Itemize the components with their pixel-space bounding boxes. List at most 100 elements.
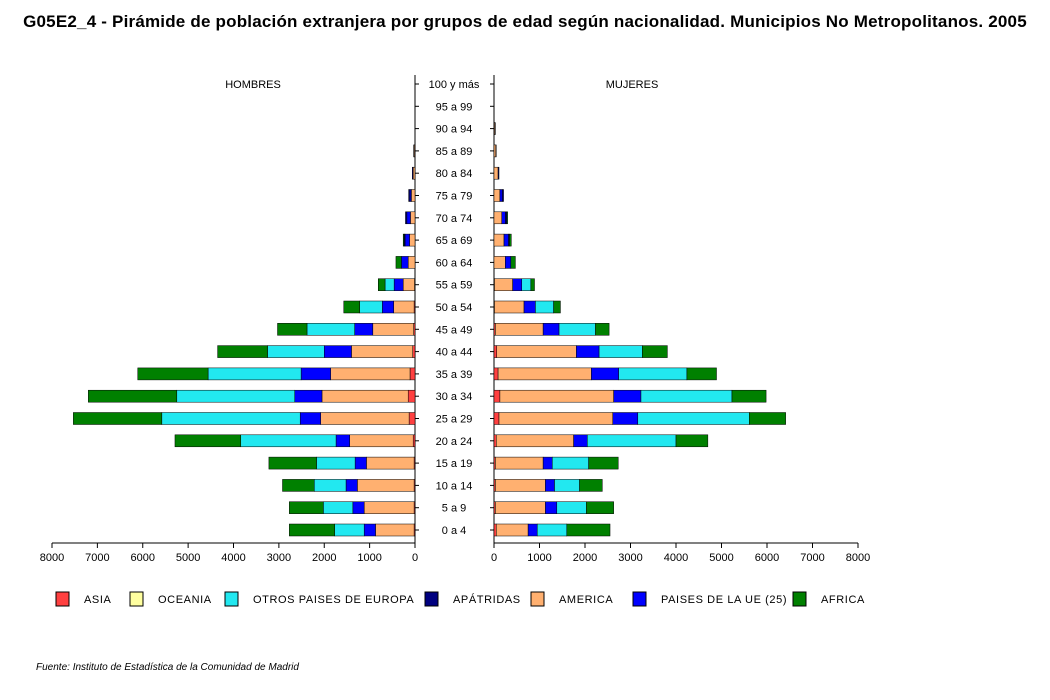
bar-hombres xyxy=(343,300,360,314)
right-x-tick-label: 0 xyxy=(491,552,497,564)
bar-mujeres xyxy=(493,166,499,180)
bar-mujeres xyxy=(545,501,558,514)
right-x-tick-label: 6000 xyxy=(755,552,779,564)
bar-mujeres xyxy=(579,479,603,492)
right-x-tick-label: 5000 xyxy=(709,552,733,564)
bar-hombres xyxy=(412,166,416,180)
bar-mujeres xyxy=(493,144,497,158)
age-group-label: 60 a 64 xyxy=(436,257,473,269)
bar-mujeres xyxy=(566,523,611,537)
bar-mujeres xyxy=(749,412,786,425)
bar-mujeres xyxy=(576,345,600,358)
age-group-label: 35 a 39 xyxy=(436,369,473,381)
bar-mujeres xyxy=(618,367,688,381)
bar-mujeres xyxy=(612,412,639,425)
bar-mujeres xyxy=(498,412,614,425)
legend-label: ASIA xyxy=(84,594,112,606)
age-group-label: 30 a 34 xyxy=(436,391,473,403)
bar-mujeres xyxy=(521,278,532,291)
age-group-label: 65 a 69 xyxy=(436,235,473,247)
bar-mujeres xyxy=(495,479,546,492)
bar-hombres xyxy=(174,434,242,448)
legend-swatch xyxy=(129,591,144,607)
bar-hombres xyxy=(161,412,301,425)
bar-hombres xyxy=(375,523,415,537)
bar-hombres xyxy=(384,278,395,291)
left-x-tick-label: 2000 xyxy=(312,552,336,564)
bar-hombres xyxy=(363,523,376,537)
bar-mujeres xyxy=(509,233,512,247)
bar-hombres xyxy=(316,456,356,470)
bar-mujeres xyxy=(497,166,500,180)
bar-mujeres xyxy=(493,389,501,403)
bar-mujeres xyxy=(598,345,643,358)
right-x-tick-label: 2000 xyxy=(573,552,597,564)
bar-mujeres xyxy=(494,300,525,314)
left-x-tick-label: 6000 xyxy=(131,552,155,564)
bar-mujeres xyxy=(675,434,709,448)
bar-mujeres xyxy=(495,501,546,514)
bar-hombres xyxy=(299,412,321,425)
bar-mujeres xyxy=(542,456,553,470)
bar-mujeres xyxy=(493,256,506,269)
bar-hombres xyxy=(404,233,410,247)
bar-hombres xyxy=(176,389,296,403)
right-x-tick-label: 7000 xyxy=(800,552,824,564)
bar-mujeres xyxy=(527,523,538,537)
bar-hombres xyxy=(352,501,365,514)
legend-label: OTROS PAISES DE EUROPA xyxy=(253,594,414,606)
age-group-label: 50 a 54 xyxy=(436,302,473,314)
bar-hombres xyxy=(282,479,315,492)
bar-mujeres xyxy=(553,300,561,314)
bar-hombres xyxy=(207,367,302,381)
bar-mujeres xyxy=(637,412,750,425)
bar-hombres xyxy=(409,233,416,247)
bar-hombres xyxy=(268,456,317,470)
bar-hombres xyxy=(363,501,415,514)
bar-mujeres xyxy=(493,211,502,225)
bar-mujeres xyxy=(505,256,512,269)
bar-mujeres xyxy=(523,300,536,314)
bar-mujeres xyxy=(686,367,717,381)
bar-hombres xyxy=(320,412,410,425)
bar-mujeres xyxy=(558,323,596,336)
bar-hombres xyxy=(289,523,335,537)
bar-mujeres xyxy=(503,233,509,247)
bar-hombres xyxy=(217,345,268,358)
bar-mujeres xyxy=(499,389,614,403)
bar-mujeres xyxy=(493,345,497,358)
bar-mujeres xyxy=(586,501,614,514)
bar-hombres xyxy=(349,434,414,448)
bar-mujeres xyxy=(591,367,619,381)
legend-swatch xyxy=(55,591,70,607)
bar-hombres xyxy=(277,323,308,336)
bar-hombres xyxy=(354,323,374,336)
bar-mujeres xyxy=(496,345,577,358)
left-x-tick-label: 0 xyxy=(412,552,418,564)
legend-label: APÁTRIDAS xyxy=(453,593,521,606)
bar-hombres xyxy=(289,501,324,514)
chart-title: G05E2_4 - Pirámide de población extranje… xyxy=(23,12,1027,31)
age-group-label: 95 a 99 xyxy=(436,101,473,113)
bar-hombres xyxy=(321,389,409,403)
bar-hombres xyxy=(395,256,402,269)
bar-mujeres xyxy=(501,189,504,202)
left-x-tick-label: 8000 xyxy=(40,552,64,564)
age-group-label: 55 a 59 xyxy=(436,280,473,292)
bar-hombres xyxy=(408,412,416,425)
bar-mujeres xyxy=(573,434,588,448)
bar-mujeres xyxy=(542,323,560,336)
bar-hombres xyxy=(345,479,358,492)
bar-hombres xyxy=(314,479,347,492)
bar-hombres xyxy=(412,434,416,448)
bar-mujeres xyxy=(493,434,497,448)
bar-mujeres xyxy=(556,501,587,514)
bar-hombres xyxy=(330,367,411,381)
age-group-label: 85 a 89 xyxy=(436,146,473,158)
bar-mujeres xyxy=(642,345,668,358)
bar-hombres xyxy=(335,434,350,448)
bar-hombres xyxy=(412,166,414,180)
legend-label: PAISES DE LA UE (25) xyxy=(661,594,787,606)
bar-hombres xyxy=(323,501,354,514)
bar-mujeres xyxy=(497,367,592,381)
